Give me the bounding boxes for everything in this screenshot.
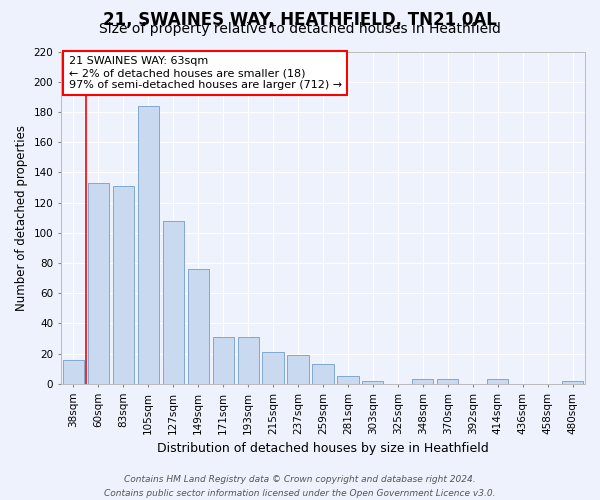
Bar (337, 376, 359, 384)
Bar (487, 380, 508, 384)
Bar (238, 337, 259, 384)
Bar (137, 106, 159, 384)
Text: Size of property relative to detached houses in Heathfield: Size of property relative to detached ho… (99, 22, 501, 36)
Text: 21, SWAINES WAY, HEATHFIELD, TN21 0AL: 21, SWAINES WAY, HEATHFIELD, TN21 0AL (103, 11, 497, 29)
X-axis label: Distribution of detached houses by size in Heathfield: Distribution of detached houses by size … (157, 442, 489, 455)
Bar (262, 352, 284, 384)
Bar (287, 355, 308, 384)
Bar (562, 381, 583, 384)
Y-axis label: Number of detached properties: Number of detached properties (15, 124, 28, 310)
Bar (412, 380, 433, 384)
Bar (88, 183, 109, 384)
Bar (113, 186, 134, 384)
Bar (212, 337, 234, 384)
Text: 21 SWAINES WAY: 63sqm
← 2% of detached houses are smaller (18)
97% of semi-detac: 21 SWAINES WAY: 63sqm ← 2% of detached h… (69, 56, 342, 90)
Bar (437, 380, 458, 384)
Bar (63, 360, 84, 384)
Bar (163, 220, 184, 384)
Bar (362, 381, 383, 384)
Bar (313, 364, 334, 384)
Text: Contains HM Land Registry data © Crown copyright and database right 2024.
Contai: Contains HM Land Registry data © Crown c… (104, 476, 496, 498)
Bar (188, 269, 209, 384)
